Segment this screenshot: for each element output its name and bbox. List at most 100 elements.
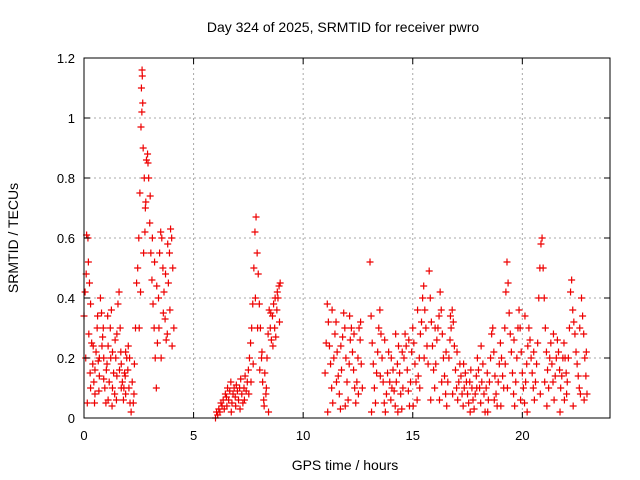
data-point bbox=[572, 348, 580, 356]
data-point bbox=[489, 324, 497, 332]
data-point bbox=[153, 282, 161, 290]
data-point bbox=[99, 333, 107, 341]
data-point bbox=[416, 330, 424, 338]
data-point bbox=[562, 369, 570, 377]
data-point bbox=[133, 279, 141, 287]
data-point bbox=[371, 399, 379, 407]
data-point bbox=[228, 399, 236, 407]
data-point bbox=[95, 372, 103, 380]
data-point bbox=[165, 249, 173, 257]
data-point bbox=[250, 264, 258, 272]
data-point bbox=[139, 144, 147, 152]
data-point bbox=[395, 342, 403, 350]
data-point bbox=[152, 384, 160, 392]
y-axis-label: SRMTID / TECUs bbox=[5, 183, 21, 293]
data-point bbox=[369, 360, 377, 368]
data-point bbox=[419, 294, 427, 302]
data-point bbox=[137, 288, 145, 296]
data-point bbox=[436, 288, 444, 296]
data-point bbox=[89, 342, 97, 350]
data-point bbox=[267, 336, 275, 344]
data-point bbox=[108, 384, 116, 392]
data-point bbox=[518, 369, 526, 377]
data-point bbox=[338, 366, 346, 374]
data-point bbox=[157, 228, 165, 236]
data-point bbox=[85, 279, 93, 287]
data-point bbox=[537, 240, 545, 248]
data-point bbox=[260, 402, 268, 410]
data-point bbox=[449, 318, 457, 326]
data-point bbox=[480, 390, 488, 398]
data-point bbox=[496, 339, 504, 347]
data-point bbox=[578, 294, 586, 302]
data-point bbox=[477, 399, 485, 407]
data-point bbox=[249, 300, 257, 308]
data-point bbox=[137, 84, 145, 92]
x-tick-label: 20 bbox=[515, 428, 529, 443]
data-point bbox=[382, 390, 390, 398]
y-tick-label: 0.6 bbox=[57, 231, 75, 246]
data-point bbox=[88, 339, 96, 347]
data-point bbox=[375, 324, 383, 332]
data-point bbox=[166, 306, 174, 314]
data-point bbox=[491, 372, 499, 380]
data-point bbox=[344, 396, 352, 404]
data-point bbox=[138, 108, 146, 116]
data-point bbox=[135, 234, 143, 242]
data-point bbox=[396, 369, 404, 377]
data-point bbox=[449, 390, 457, 398]
data-point bbox=[244, 366, 252, 374]
data-point bbox=[155, 324, 163, 332]
data-point bbox=[427, 318, 435, 326]
data-point bbox=[337, 342, 345, 350]
data-point bbox=[560, 339, 568, 347]
data-point bbox=[570, 318, 578, 326]
data-point bbox=[240, 396, 248, 404]
data-point bbox=[505, 309, 513, 317]
data-point bbox=[156, 249, 164, 257]
data-point bbox=[502, 288, 510, 296]
data-point bbox=[146, 192, 154, 200]
data-point bbox=[391, 402, 399, 410]
data-point bbox=[384, 369, 392, 377]
data-point bbox=[550, 396, 558, 404]
data-point bbox=[357, 360, 365, 368]
data-point bbox=[271, 324, 279, 332]
x-axis-label: GPS time / hours bbox=[292, 457, 399, 473]
data-point bbox=[141, 204, 149, 212]
data-point bbox=[530, 348, 538, 356]
data-point bbox=[135, 324, 143, 332]
data-point bbox=[127, 408, 135, 416]
data-point bbox=[216, 408, 224, 416]
data-point bbox=[93, 324, 101, 332]
data-point bbox=[455, 378, 463, 386]
data-point bbox=[273, 288, 281, 296]
x-tick-label: 0 bbox=[80, 428, 87, 443]
data-point bbox=[350, 330, 358, 338]
data-point bbox=[148, 276, 156, 284]
data-point bbox=[487, 354, 495, 362]
data-point bbox=[149, 300, 157, 308]
y-tick-label: 0.8 bbox=[57, 171, 75, 186]
data-point bbox=[528, 369, 536, 377]
data-point bbox=[329, 399, 337, 407]
data-point bbox=[265, 306, 273, 314]
data-point bbox=[221, 390, 229, 398]
data-point bbox=[330, 354, 338, 362]
data-point bbox=[426, 294, 434, 302]
data-point bbox=[519, 384, 527, 392]
data-point bbox=[432, 360, 440, 368]
data-point bbox=[168, 234, 176, 242]
data-point bbox=[469, 396, 477, 404]
data-point bbox=[162, 336, 170, 344]
data-point bbox=[510, 390, 518, 398]
data-point bbox=[558, 372, 566, 380]
data-point bbox=[260, 396, 268, 404]
y-tick-label: 1 bbox=[68, 111, 75, 126]
data-point bbox=[482, 384, 490, 392]
data-point bbox=[517, 348, 525, 356]
data-point bbox=[394, 408, 402, 416]
data-point bbox=[410, 339, 418, 347]
data-point bbox=[503, 258, 511, 266]
data-point bbox=[264, 330, 272, 338]
